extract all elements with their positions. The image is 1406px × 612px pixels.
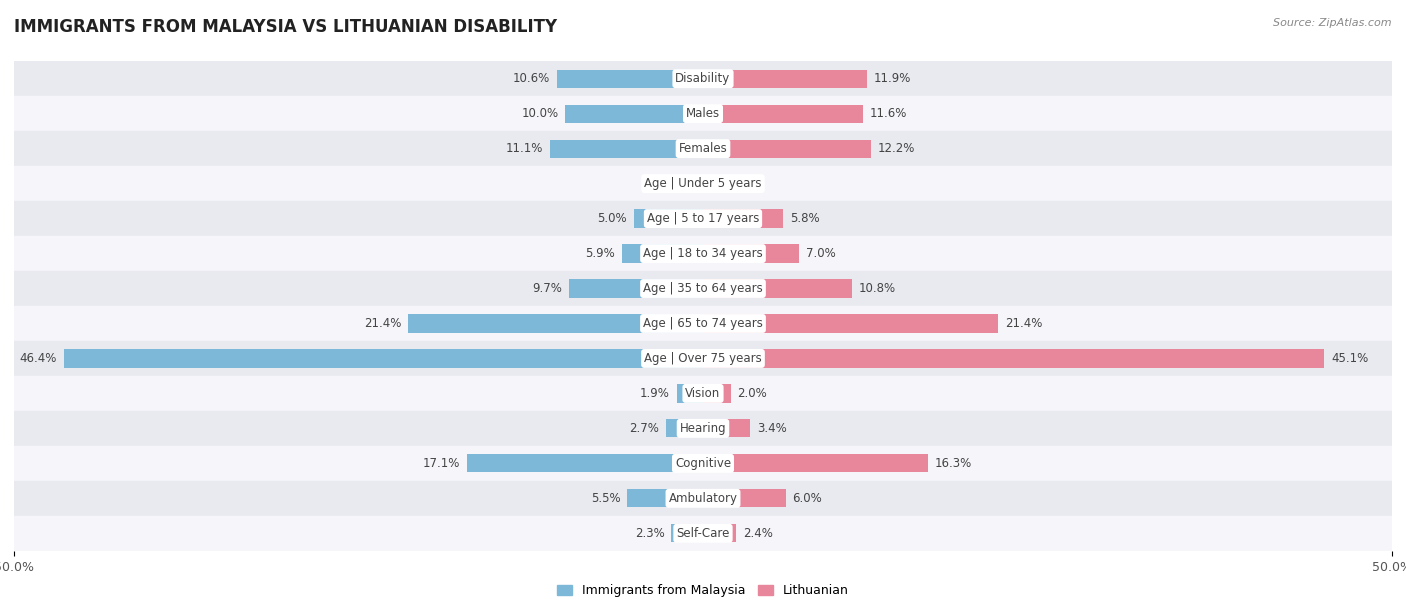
Bar <box>14 516 1392 551</box>
Bar <box>408 315 703 332</box>
Text: Age | Under 5 years: Age | Under 5 years <box>644 177 762 190</box>
Text: Females: Females <box>679 142 727 155</box>
Bar <box>14 96 1392 131</box>
Text: 1.6%: 1.6% <box>733 177 762 190</box>
Text: Males: Males <box>686 107 720 120</box>
Bar <box>14 411 1392 446</box>
Text: Age | Over 75 years: Age | Over 75 years <box>644 352 762 365</box>
Text: 2.3%: 2.3% <box>634 527 665 540</box>
Bar <box>703 209 783 228</box>
Bar <box>14 166 1392 201</box>
Bar <box>703 140 872 158</box>
Bar <box>703 489 786 507</box>
Bar <box>14 446 1392 481</box>
Text: Cognitive: Cognitive <box>675 457 731 470</box>
Bar <box>550 140 703 158</box>
Text: Vision: Vision <box>685 387 721 400</box>
Bar <box>634 209 703 228</box>
Bar <box>569 280 703 297</box>
Text: Self-Care: Self-Care <box>676 527 730 540</box>
Text: 5.9%: 5.9% <box>585 247 614 260</box>
Bar <box>621 244 703 263</box>
Text: Ambulatory: Ambulatory <box>668 492 738 505</box>
Bar <box>627 489 703 507</box>
Bar <box>14 341 1392 376</box>
Bar <box>703 174 725 193</box>
Bar <box>14 201 1392 236</box>
Bar <box>63 349 703 368</box>
Text: 2.0%: 2.0% <box>738 387 768 400</box>
Bar <box>14 306 1392 341</box>
Text: Age | 5 to 17 years: Age | 5 to 17 years <box>647 212 759 225</box>
Text: Age | 35 to 64 years: Age | 35 to 64 years <box>643 282 763 295</box>
Text: 11.6%: 11.6% <box>870 107 907 120</box>
Bar <box>666 419 703 438</box>
Text: 16.3%: 16.3% <box>935 457 972 470</box>
Bar <box>14 376 1392 411</box>
Bar <box>703 349 1324 368</box>
Text: 12.2%: 12.2% <box>877 142 915 155</box>
Text: Source: ZipAtlas.com: Source: ZipAtlas.com <box>1274 18 1392 28</box>
Bar <box>676 384 703 403</box>
Bar <box>14 236 1392 271</box>
Text: 5.0%: 5.0% <box>598 212 627 225</box>
Text: 1.1%: 1.1% <box>651 177 681 190</box>
Bar <box>703 419 749 438</box>
Bar <box>467 454 703 472</box>
Text: 5.8%: 5.8% <box>790 212 820 225</box>
Bar <box>14 61 1392 96</box>
Legend: Immigrants from Malaysia, Lithuanian: Immigrants from Malaysia, Lithuanian <box>551 578 855 603</box>
Text: 3.4%: 3.4% <box>756 422 786 435</box>
Text: 11.9%: 11.9% <box>875 72 911 85</box>
Text: 9.7%: 9.7% <box>533 282 562 295</box>
Bar <box>703 524 737 542</box>
Text: 21.4%: 21.4% <box>364 317 401 330</box>
Text: 5.5%: 5.5% <box>591 492 620 505</box>
Text: 1.9%: 1.9% <box>640 387 669 400</box>
Bar <box>557 70 703 88</box>
Text: 21.4%: 21.4% <box>1005 317 1042 330</box>
Text: 11.1%: 11.1% <box>506 142 543 155</box>
Text: 10.8%: 10.8% <box>859 282 896 295</box>
Text: 2.4%: 2.4% <box>742 527 773 540</box>
Text: Disability: Disability <box>675 72 731 85</box>
Bar <box>14 481 1392 516</box>
Text: Age | 65 to 74 years: Age | 65 to 74 years <box>643 317 763 330</box>
Text: IMMIGRANTS FROM MALAYSIA VS LITHUANIAN DISABILITY: IMMIGRANTS FROM MALAYSIA VS LITHUANIAN D… <box>14 18 557 36</box>
Bar <box>703 280 852 297</box>
Text: 2.7%: 2.7% <box>628 422 659 435</box>
Bar <box>688 174 703 193</box>
Bar <box>703 70 868 88</box>
Text: 46.4%: 46.4% <box>20 352 56 365</box>
Bar <box>14 271 1392 306</box>
Bar <box>671 524 703 542</box>
Bar <box>703 105 863 123</box>
Bar <box>703 454 928 472</box>
Text: Age | 18 to 34 years: Age | 18 to 34 years <box>643 247 763 260</box>
Bar <box>703 244 800 263</box>
Text: Hearing: Hearing <box>679 422 727 435</box>
Text: 10.0%: 10.0% <box>522 107 558 120</box>
Bar <box>703 384 731 403</box>
Text: 7.0%: 7.0% <box>807 247 837 260</box>
Text: 6.0%: 6.0% <box>793 492 823 505</box>
Bar <box>565 105 703 123</box>
Text: 45.1%: 45.1% <box>1331 352 1368 365</box>
Bar <box>14 131 1392 166</box>
Bar <box>703 315 998 332</box>
Text: 17.1%: 17.1% <box>423 457 461 470</box>
Text: 10.6%: 10.6% <box>513 72 550 85</box>
